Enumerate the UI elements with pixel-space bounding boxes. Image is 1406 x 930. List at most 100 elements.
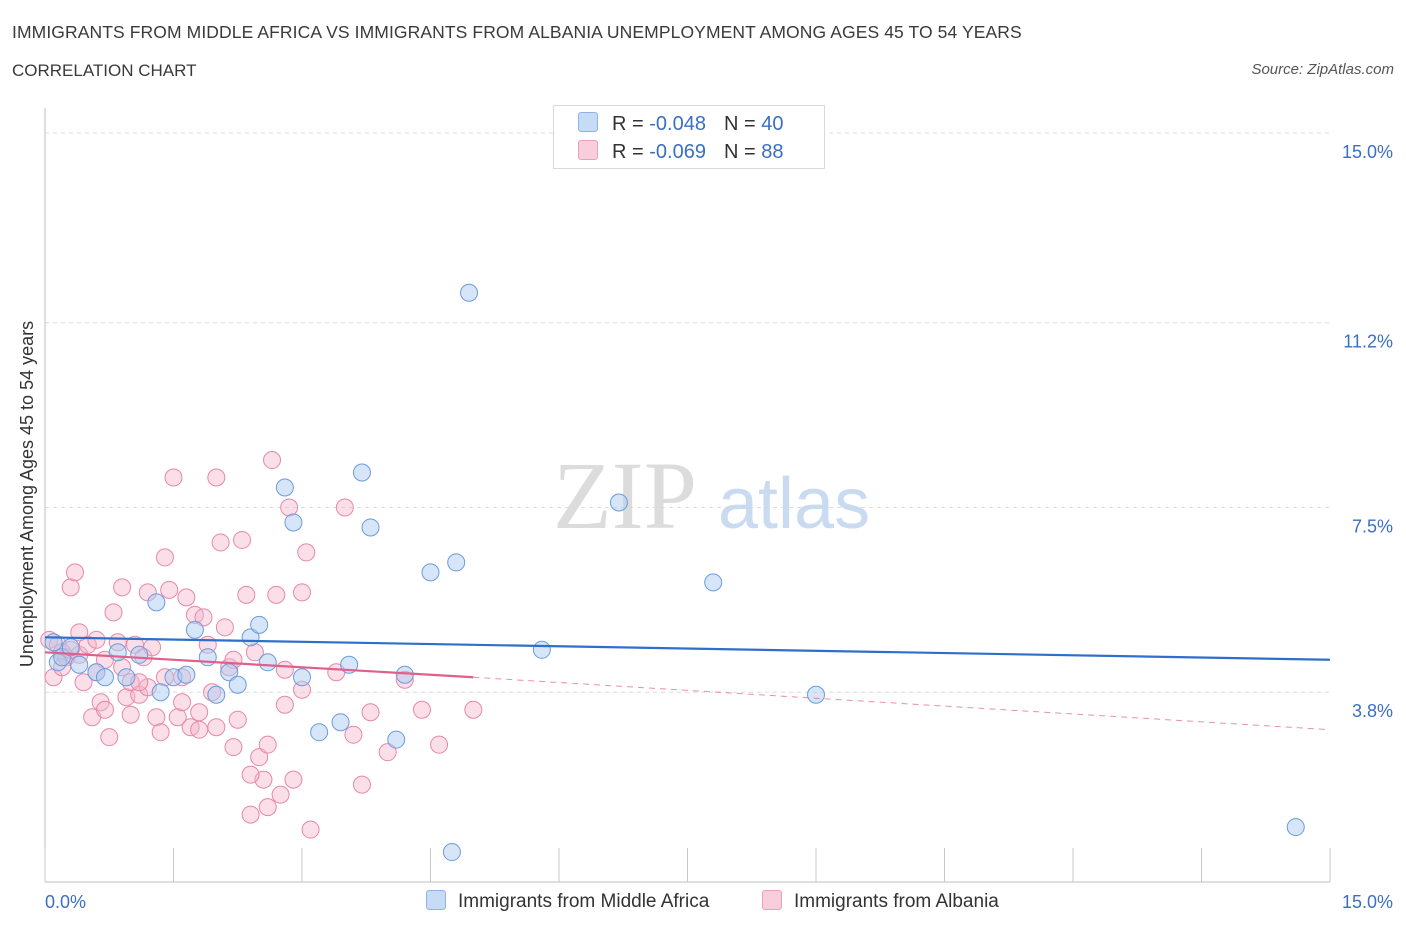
albania-point (113, 578, 132, 597)
albania-point (241, 805, 260, 824)
albania-point (194, 608, 213, 627)
albania-point (224, 738, 243, 757)
middle-africa-point (95, 668, 114, 687)
albania-point (87, 630, 106, 649)
albania-point (271, 785, 290, 804)
albania-point (190, 720, 209, 739)
x-tick-label: 15.0% (1342, 892, 1393, 912)
bottom-legend-label: Immigrants from Middle Africa (458, 891, 710, 912)
legend-swatch-pink (578, 140, 598, 160)
middle-africa-point (460, 283, 479, 302)
albania-point (173, 693, 192, 712)
legend-row-albania: R = -0.069 N = 88 (578, 140, 783, 164)
legend-n-label: N = (723, 113, 762, 135)
albania-point (207, 468, 226, 487)
middle-africa-point (442, 843, 461, 862)
trend-lines (44, 636, 1331, 731)
albania-point (65, 563, 84, 582)
middle-africa-point (151, 683, 170, 702)
albania-point (263, 451, 282, 470)
legend-row-middle-africa: R = -0.048 N = 40 (578, 112, 783, 136)
legend-n-label: N = (723, 141, 762, 163)
middle-africa-point (447, 553, 466, 572)
middle-africa-point (532, 640, 551, 659)
albania-point (344, 725, 363, 744)
middle-africa-trend-line (44, 636, 1331, 661)
stats-legend: R = -0.048 N = 40 R = -0.069 N = 88 (553, 105, 825, 169)
albania-point (100, 728, 119, 747)
albania-point (215, 618, 234, 637)
y-tick-label: 3.8% (1352, 701, 1393, 721)
middle-africa-point (275, 478, 294, 497)
albania-point (70, 623, 89, 642)
middle-africa-point (198, 648, 217, 667)
albania-point (361, 703, 380, 722)
albania-point (275, 660, 294, 679)
albania-point (258, 735, 277, 754)
albania-trend-extension (473, 676, 1331, 731)
legend-r-label: R = (612, 113, 650, 135)
middle-africa-point (395, 665, 414, 684)
albania-point (147, 708, 166, 727)
albania-point (237, 585, 256, 604)
albania-point (464, 700, 483, 719)
albania-point (301, 820, 320, 839)
bottom-legend-swatch-pink (762, 890, 782, 910)
middle-africa-point (807, 685, 825, 704)
middle-africa-point (258, 653, 277, 672)
grid-lines (45, 132, 1330, 693)
x-tick-label: 0.0% (45, 892, 86, 912)
albania-point (160, 580, 179, 599)
albania-point (293, 583, 311, 602)
albania-point (95, 700, 114, 719)
middle-africa-point (361, 518, 380, 537)
bottom-legend-middle-africa: Immigrants from Middle Africa (426, 890, 709, 913)
axes (44, 108, 1331, 883)
middle-africa-point (117, 668, 136, 687)
source-credit: Source: ZipAtlas.com (1251, 61, 1394, 78)
albania-point (177, 588, 196, 607)
middle-africa-point (352, 463, 371, 482)
y-tick-labels: 3.8% 7.5% 11.2% 15.0% (1342, 142, 1393, 721)
albania-point (151, 723, 170, 742)
legend-n-value: 40 (761, 113, 784, 135)
middle-africa-point (250, 615, 269, 634)
middle-africa-point (70, 655, 89, 674)
middle-africa-point (704, 573, 723, 592)
bottom-legend-swatch-blue (426, 890, 446, 910)
albania-point (297, 543, 316, 562)
middle-africa-point (284, 513, 303, 532)
albania-trend-line (44, 651, 474, 679)
albania-point (335, 498, 354, 517)
middle-africa-point (310, 723, 329, 742)
watermark-zip: ZIP (553, 442, 697, 549)
albania-point (352, 775, 371, 794)
albania-point (241, 765, 260, 784)
albania-point (258, 798, 277, 817)
albania-point (211, 533, 230, 552)
chart-subtitle: CORRELATION CHART (12, 61, 197, 80)
middle-africa-point (207, 685, 226, 704)
albania-point (61, 578, 80, 597)
bottom-legend-label: Immigrants from Albania (794, 891, 999, 912)
albania-point (74, 673, 93, 692)
x-tick-labels: 0.0% 15.0% (45, 892, 1393, 912)
y-axis-label: Unemployment Among Ages 45 to 54 years (17, 321, 37, 667)
albania-point (228, 710, 247, 729)
middle-africa-point (130, 645, 149, 664)
middle-africa-point (1286, 818, 1305, 837)
middle-africa-point (331, 713, 350, 732)
bottom-legend-albania: Immigrants from Albania (762, 890, 999, 913)
albania-point (267, 585, 286, 604)
middle-africa-point (108, 643, 127, 662)
albania-point (121, 705, 140, 724)
albania-point (233, 530, 252, 549)
albania-point (104, 603, 123, 622)
albania-point (155, 548, 174, 567)
middle-africa-point (609, 493, 628, 512)
watermark: ZIP atlas (553, 442, 870, 549)
albania-point (430, 735, 449, 754)
legend-r-label: R = (612, 141, 650, 163)
albania-point (280, 498, 299, 517)
